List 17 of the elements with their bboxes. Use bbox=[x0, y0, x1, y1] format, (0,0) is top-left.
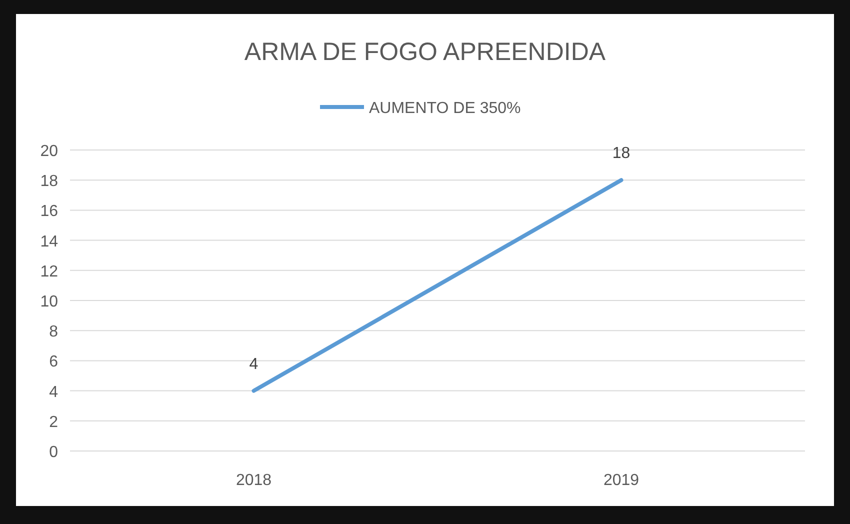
y-tick-label: 18 bbox=[40, 173, 58, 190]
y-tick-label: 4 bbox=[49, 384, 58, 401]
x-tick-label: 2018 bbox=[236, 472, 272, 489]
y-tick-label: 2 bbox=[49, 414, 58, 431]
y-tick-label: 6 bbox=[49, 354, 58, 371]
y-tick-label: 16 bbox=[40, 203, 58, 220]
x-tick-label: 2019 bbox=[603, 472, 640, 489]
y-tick-label: 20 bbox=[40, 143, 58, 160]
y-tick-label: 0 bbox=[49, 444, 58, 461]
data-label: 4 bbox=[249, 356, 258, 373]
legend-label: AUMENTO DE 350% bbox=[369, 100, 521, 117]
y-tick-label: 8 bbox=[49, 324, 58, 341]
y-tick-label: 12 bbox=[40, 263, 58, 280]
data-label: 18 bbox=[612, 145, 630, 162]
y-tick-label: 14 bbox=[40, 233, 58, 250]
y-tick-label: 10 bbox=[40, 294, 58, 310]
chart-title: ARMA DE FOGO APREENDIDA bbox=[244, 38, 606, 66]
